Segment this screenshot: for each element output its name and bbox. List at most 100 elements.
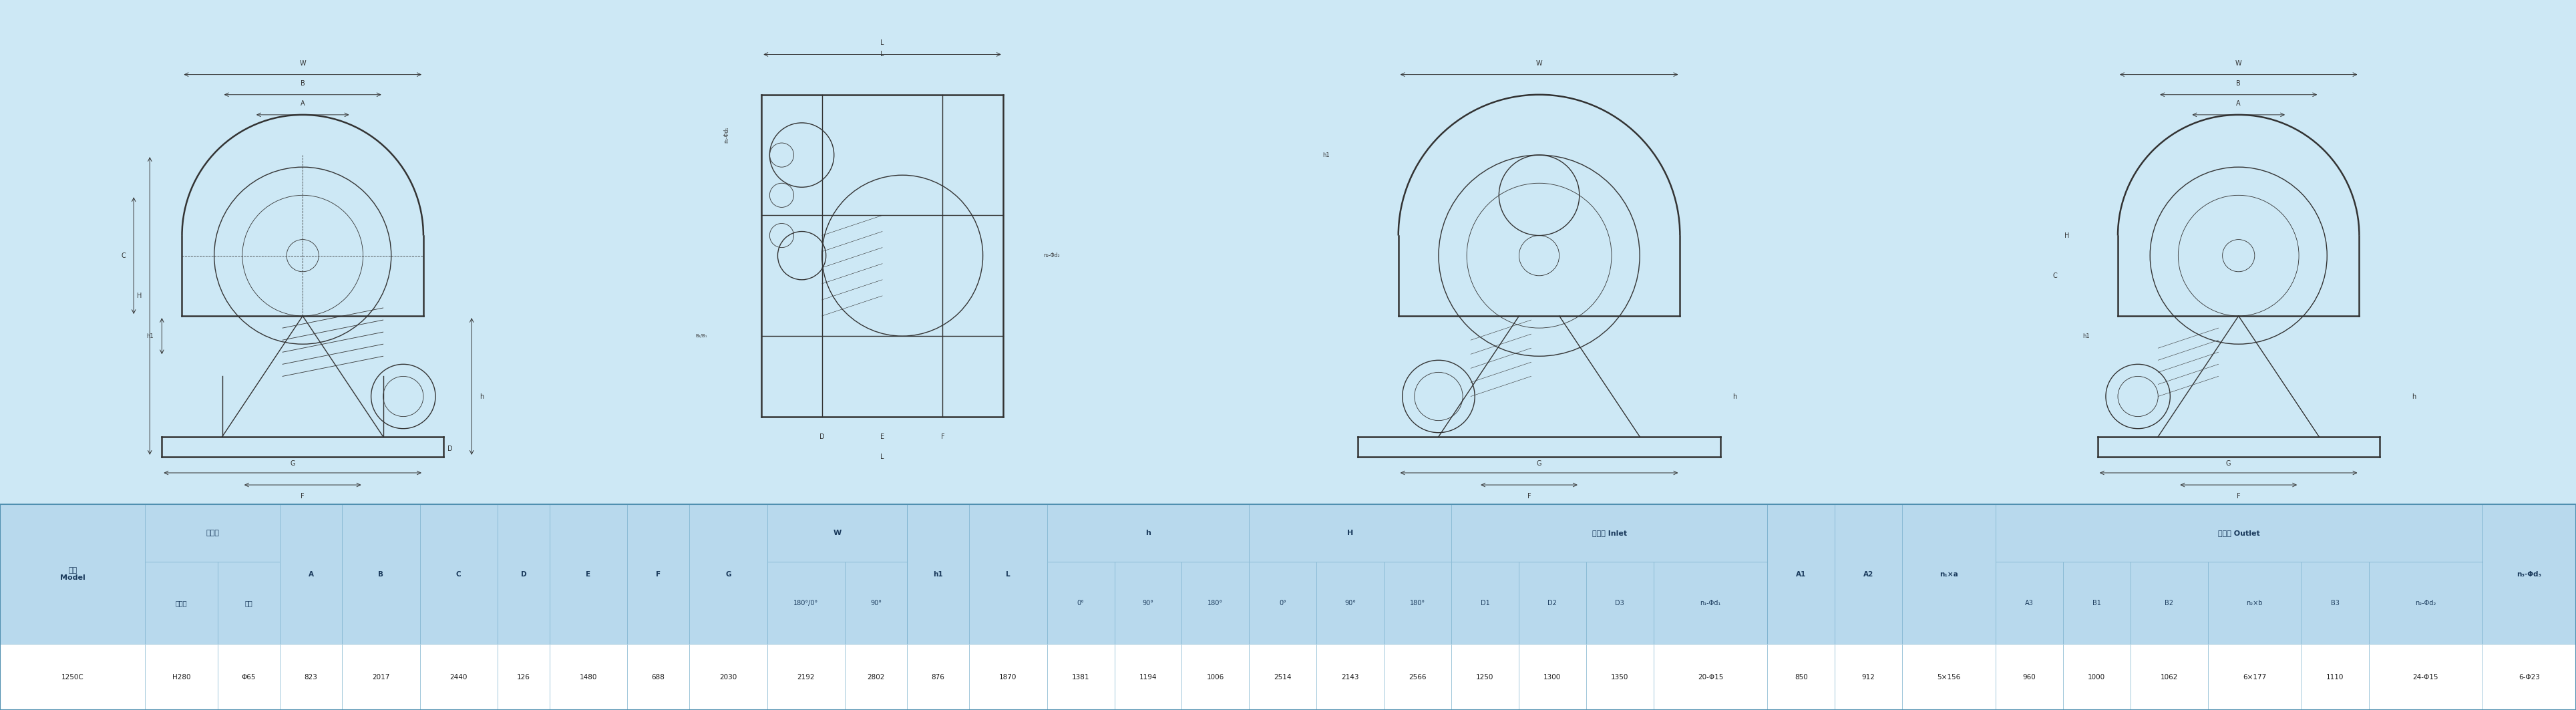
Text: D2: D2 [1548, 599, 1556, 606]
Text: C: C [2053, 273, 2058, 279]
Bar [549, 644, 626, 710]
Text: A3: A3 [2025, 599, 2032, 606]
Text: 1381: 1381 [1072, 674, 1090, 680]
Bar [768, 504, 907, 562]
Bar [0, 644, 144, 710]
Text: G: G [726, 571, 732, 577]
Text: 2143: 2143 [1342, 674, 1360, 680]
Text: 1350: 1350 [1610, 674, 1628, 680]
Text: 2192: 2192 [796, 674, 814, 680]
Bar [626, 504, 690, 644]
Text: 传动座: 传动座 [206, 530, 219, 536]
Bar [281, 644, 343, 710]
Bar [907, 644, 969, 710]
Text: n₃-Φd₃: n₃-Φd₃ [2517, 571, 2543, 577]
Bar [1249, 562, 1316, 644]
Bar [845, 562, 907, 644]
Bar [219, 644, 281, 710]
Bar [1115, 562, 1182, 644]
Text: 2440: 2440 [451, 674, 466, 680]
Text: h1: h1 [1324, 152, 1329, 158]
Text: 1300: 1300 [1543, 674, 1561, 680]
Text: 180°: 180° [1409, 599, 1425, 606]
Bar [1654, 644, 1767, 710]
Text: W: W [1535, 60, 1543, 67]
Text: A: A [309, 571, 314, 577]
Text: H: H [137, 293, 142, 299]
Bar [1520, 644, 1587, 710]
Text: 823: 823 [304, 674, 317, 680]
Text: 1000: 1000 [2087, 674, 2105, 680]
Text: C: C [121, 252, 126, 259]
Bar [1901, 644, 1996, 710]
Bar [969, 644, 1046, 710]
Bar [1996, 644, 2063, 710]
Text: 1194: 1194 [1139, 674, 1157, 680]
Text: 2030: 2030 [719, 674, 737, 680]
Bar [1046, 562, 1115, 644]
Bar [1115, 644, 1182, 710]
Bar [2370, 644, 2483, 710]
Text: H280: H280 [173, 674, 191, 680]
Text: D: D [448, 445, 453, 452]
Text: L: L [1005, 571, 1010, 577]
Bar [2208, 644, 2300, 710]
Bar [768, 644, 845, 710]
Bar [1996, 562, 2063, 644]
Bar [2300, 562, 2370, 644]
Bar [497, 504, 549, 644]
Bar [1182, 644, 1249, 710]
Bar [549, 644, 626, 710]
Text: F: F [940, 433, 945, 440]
Text: W: W [299, 60, 307, 67]
Bar [1587, 644, 1654, 710]
Text: B: B [2236, 80, 2241, 87]
Bar [969, 644, 1046, 710]
Text: D: D [520, 571, 526, 577]
Bar [2063, 644, 2130, 710]
Bar [1767, 504, 1834, 644]
Bar [1996, 562, 2063, 644]
Bar [2370, 644, 2483, 710]
Text: 5×156: 5×156 [1937, 674, 1960, 680]
Bar [969, 504, 1046, 644]
Bar [2300, 562, 2370, 644]
Text: F: F [2236, 493, 2241, 500]
Bar [1520, 562, 1587, 644]
Bar [845, 644, 907, 710]
Text: 1062: 1062 [2161, 674, 2177, 680]
Text: h: h [1731, 393, 1736, 400]
Text: G: G [291, 460, 296, 467]
Text: 2514: 2514 [1275, 674, 1291, 680]
Bar [1316, 562, 1383, 644]
Text: 180°/0°: 180°/0° [793, 599, 819, 606]
Bar [1383, 644, 1450, 710]
Text: F: F [1528, 493, 1530, 500]
Bar [1450, 644, 1520, 710]
Bar [2130, 644, 2208, 710]
Text: 90°: 90° [871, 599, 881, 606]
Text: n₁×a: n₁×a [1940, 571, 1958, 577]
Bar [2483, 504, 2576, 644]
Bar [1450, 504, 1767, 562]
Text: B₂/B₁: B₂/B₁ [696, 334, 706, 338]
Bar [1996, 504, 2483, 562]
Text: 1110: 1110 [2326, 674, 2344, 680]
Bar [2370, 562, 2483, 644]
Text: 960: 960 [2022, 674, 2035, 680]
Bar [626, 644, 690, 710]
Bar [845, 562, 907, 644]
Bar [1046, 504, 1249, 562]
Bar [1316, 644, 1383, 710]
Bar [2483, 644, 2576, 710]
Bar [2370, 562, 2483, 644]
Bar [1767, 504, 1834, 644]
Text: 1250C: 1250C [62, 674, 85, 680]
Bar [1587, 562, 1654, 644]
Bar [1996, 644, 2063, 710]
Text: L: L [881, 454, 884, 460]
Bar [2483, 504, 2576, 644]
Text: E: E [881, 433, 884, 440]
Bar [343, 644, 420, 710]
Text: 中心高: 中心高 [175, 599, 188, 606]
